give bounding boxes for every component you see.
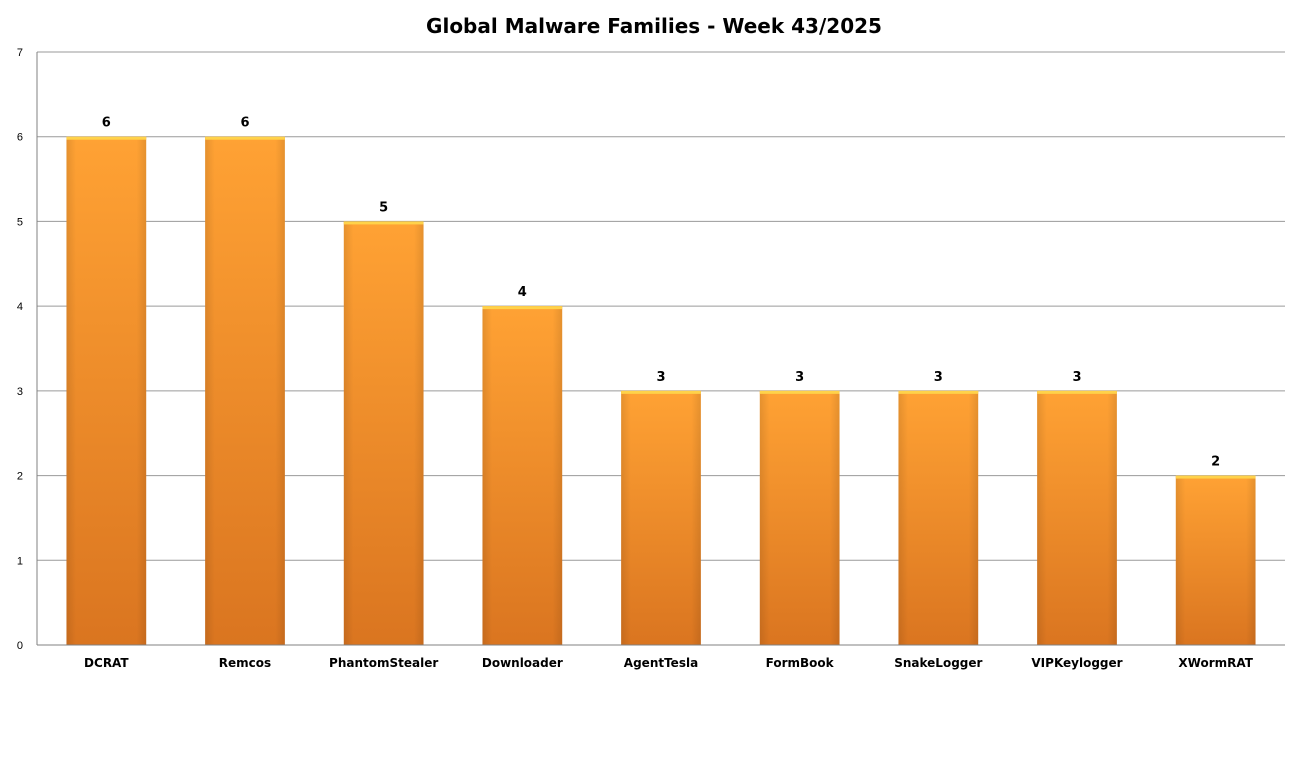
x-tick-label: Downloader [482, 656, 563, 670]
bar-shade [66, 136, 147, 645]
bar-snakelogger: 3 [898, 370, 979, 645]
data-label: 3 [934, 370, 943, 385]
bar-shade [1037, 390, 1117, 645]
x-tick-label: DCRAT [84, 656, 129, 670]
bar-phantomstealer: 5 [343, 200, 424, 645]
y-tick-label: 7 [17, 47, 23, 59]
bar-shade [343, 221, 424, 645]
bar-vipkeylogger: 3 [1037, 370, 1117, 645]
chart-title: Global Malware Families - Week 43/2025 [426, 14, 882, 38]
bar-cap [759, 390, 840, 394]
bar-dcrat: 6 [66, 116, 147, 645]
bar-shade [621, 390, 701, 645]
x-tick-label: XWormRAT [1178, 656, 1253, 670]
x-tick-label: AgentTesla [624, 656, 698, 670]
data-label: 6 [240, 116, 249, 131]
data-label: 3 [795, 370, 804, 385]
bar-cap [1037, 390, 1117, 394]
x-tick-label: Remcos [219, 656, 271, 670]
y-tick-label: 1 [17, 555, 23, 567]
x-tick-label: PhantomStealer [329, 656, 438, 670]
y-axis: 0 1 2 3 4 5 6 7 [17, 47, 38, 652]
bar-cap [343, 221, 424, 225]
bar-shade [1175, 475, 1256, 645]
bar-shade [759, 390, 840, 645]
data-label: 4 [518, 285, 527, 300]
y-tick-label: 2 [17, 471, 23, 483]
data-label: 3 [1072, 370, 1081, 385]
bar-cap [621, 390, 701, 394]
bar-formbook: 3 [759, 370, 840, 645]
y-tick-label: 6 [17, 132, 23, 144]
data-label: 2 [1211, 455, 1220, 470]
x-tick-label: SnakeLogger [894, 656, 982, 670]
y-tick-label: 4 [17, 301, 23, 313]
bar-cap [205, 136, 285, 140]
bar-cap [66, 136, 147, 140]
bar-cap [898, 390, 979, 394]
data-label: 3 [656, 370, 665, 385]
y-tick-label: 3 [17, 386, 23, 398]
data-label: 5 [379, 200, 388, 215]
bars: 6 6 5 4 3 3 3 3 2 [66, 116, 1256, 645]
bar-downloader: 4 [482, 285, 563, 645]
bar-shade [898, 390, 979, 645]
y-tick-label: 0 [17, 640, 23, 652]
data-label: 6 [102, 116, 111, 131]
y-tick-label: 5 [17, 216, 23, 228]
bar-xwormrat: 2 [1175, 455, 1256, 645]
bar-shade [482, 306, 563, 645]
x-tick-label: FormBook [766, 656, 835, 670]
x-axis: DCRAT Remcos PhantomStealer Downloader Agent… [37, 644, 1285, 670]
bar-agenttesla: 3 [621, 370, 701, 645]
bar-cap [1175, 475, 1256, 479]
bar-remcos: 6 [205, 116, 285, 645]
bar-shade [205, 136, 285, 645]
bar-cap [482, 306, 563, 310]
x-tick-label: VIPKeylogger [1031, 656, 1122, 670]
